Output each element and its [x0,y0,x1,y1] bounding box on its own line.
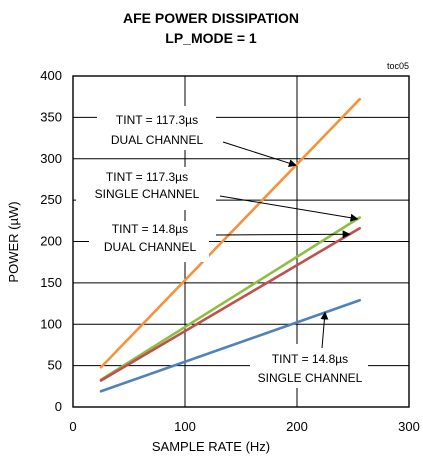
series-line-dual-14 [99,226,362,382]
annotation-arrow [222,141,297,168]
annotation-background [97,106,216,150]
y-tick-label: 400 [40,68,62,83]
annotation-tint-label: TINT = 117.3µs [116,113,198,127]
annotation-background [76,167,216,210]
y-tick-label: 250 [40,192,62,207]
annotation-background [250,344,368,388]
annotation-ann-dual-14: TINT = 14.8µs DUAL CHANNEL [89,221,351,262]
series-line-dual-117 [99,97,362,369]
series-layer [99,97,362,393]
series-line-single-14 [99,298,362,393]
x-axis-label: SAMPLE RATE (Hz) [152,439,270,454]
x-tick-label: 100 [174,419,196,434]
annotation-background [89,221,209,262]
annotation-arrow [320,311,329,349]
annotation-tint-label: TINT = 14.8µs [112,222,188,236]
annotation-channel-label: DUAL CHANNEL [111,133,204,147]
plot-border [72,75,410,408]
annotation-channel-label: SINGLE CHANNEL [95,187,200,201]
axis-layer: 0 100 200 300 0 50 100 150 200 250 300 350 400 [40,68,420,434]
annotation-arrow [215,230,351,239]
annotation-channel-label: DUAL CHANNEL [104,240,197,254]
y-tick-label: 100 [40,316,62,331]
annotation-ann-single-117: TINT = 117.3µs SINGLE CHANNEL [76,167,359,222]
y-tick-label: 200 [40,234,62,249]
y-axis-label: POWER (µW) [6,201,21,282]
annotation-ann-dual-117: TINT = 117.3µs DUAL CHANNEL [97,106,297,168]
x-tick-label: 200 [286,419,308,434]
annotation-tint-label: TINT = 117.3µs [106,170,188,184]
annotation-channel-label: SINGLE CHANNEL [258,371,363,385]
y-tick-label: 0 [55,399,62,414]
y-tick-label: 150 [40,275,62,290]
annotation-ann-single-14: TINT = 14.8µs SINGLE CHANNEL [250,311,368,388]
y-tick-label: 350 [40,109,62,124]
annotation-tint-label: TINT = 14.8µs [272,352,348,366]
annotation-arrow [219,195,359,222]
series-line-single-117 [99,216,362,381]
y-tick-label: 50 [48,358,62,373]
x-tick-label: 0 [69,419,76,434]
chart-title-line-2: LP_MODE = 1 [165,30,257,46]
chart-title-line-1: AFE POWER DISSIPATION [123,10,299,26]
y-tick-label: 300 [40,151,62,166]
chart-id-label: toc05 [387,61,409,71]
x-tick-label: 300 [398,419,420,434]
